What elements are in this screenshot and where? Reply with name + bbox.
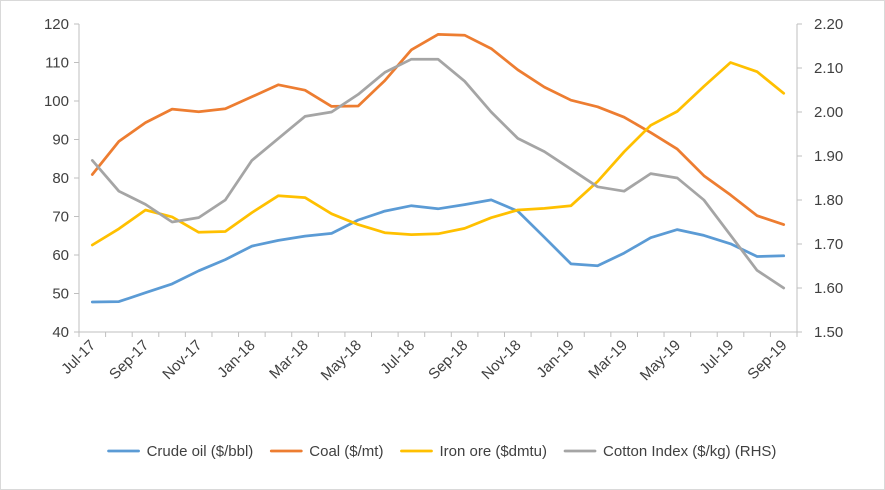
x-tick-label: Sep-18	[425, 337, 471, 383]
x-tick-label: May-18	[318, 337, 365, 384]
x-tick-label: Jul-17	[58, 337, 99, 378]
y-tick-label: 40	[52, 324, 69, 341]
series-line-3	[90, 61, 786, 247]
y2-tick-label: 1.50	[814, 324, 843, 341]
x-tick-label: Sep-19	[744, 337, 790, 383]
series-line-4	[90, 57, 786, 290]
y2-tick-label: 1.70	[814, 236, 843, 253]
y2-tick-label: 2.20	[814, 16, 843, 33]
x-tick-label: Mar-19	[585, 337, 631, 383]
x-tick-label: Nov-17	[159, 337, 205, 383]
series-line-1	[90, 198, 786, 304]
y-tick-label: 80	[52, 170, 69, 187]
y-tick-label: 110	[45, 55, 69, 72]
y2-tick-label: 1.80	[814, 192, 843, 209]
x-tick-label: Jan-18	[214, 337, 258, 381]
y-tick-label: 70	[52, 209, 69, 226]
legend-label-4: Cotton Index ($/kg) (RHS)	[603, 443, 776, 460]
y-tick-label: 100	[44, 93, 69, 110]
x-tick-label: Sep-17	[106, 337, 152, 383]
y2-tick-label: 2.00	[814, 104, 843, 121]
y-tick-label: 60	[52, 247, 69, 264]
x-tick-label: Jul-18	[377, 337, 418, 378]
y-tick-label: 120	[44, 16, 69, 33]
series-line-2	[90, 33, 786, 226]
x-tick-label: May-19	[637, 337, 684, 384]
y-tick-label: 90	[52, 132, 69, 149]
y-tick-label: 50	[52, 286, 69, 303]
x-tick-label: Nov-18	[478, 337, 524, 383]
y2-tick-label: 2.10	[814, 60, 843, 77]
y2-tick-label: 1.90	[814, 148, 843, 165]
x-tick-label: Jan-19	[533, 337, 577, 381]
legend-label-2: Coal ($/mt)	[309, 443, 383, 460]
y2-tick-label: 1.60	[814, 280, 843, 297]
x-tick-label: Jul-19	[696, 337, 737, 378]
x-tick-label: Mar-18	[266, 337, 312, 383]
legend-label-1: Crude oil ($/bbl)	[147, 443, 254, 460]
legend-label-3: Iron ore ($dmtu)	[439, 443, 547, 460]
